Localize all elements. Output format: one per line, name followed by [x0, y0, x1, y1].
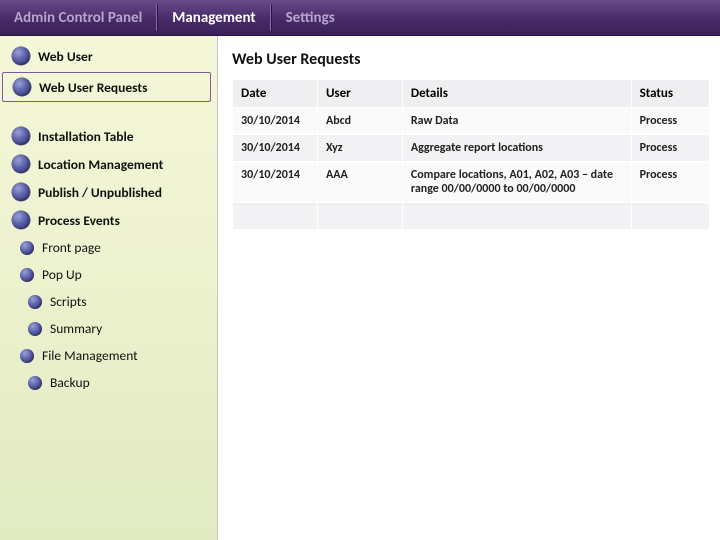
- cell-date: 30/10/2014: [233, 108, 318, 135]
- cell-user: AAA: [317, 162, 402, 203]
- bullet-icon: [12, 155, 30, 173]
- bullet-icon: [12, 47, 30, 65]
- bullet-icon: [12, 183, 30, 201]
- cell-details: Aggregate report locations: [402, 135, 631, 162]
- page-title: Web User Requests: [232, 50, 710, 69]
- cell-user: Abcd: [317, 108, 402, 135]
- sidebar-item-pop-up[interactable]: Pop Up: [0, 261, 217, 288]
- bullet-icon: [13, 78, 31, 96]
- bullet-icon: [28, 322, 42, 336]
- requests-table: Date User Details Status 30/10/2014 Abcd…: [232, 79, 710, 230]
- table-row: 30/10/2014 Abcd Raw Data Process: [233, 108, 710, 135]
- bullet-icon: [20, 241, 34, 255]
- sidebar-item-label: Backup: [50, 374, 90, 391]
- cell-date: 30/10/2014: [233, 162, 318, 203]
- cell-details: Compare locations, A01, A02, A03 – date …: [402, 162, 631, 203]
- topbar-title-settings[interactable]: Settings: [272, 0, 349, 35]
- topbar-title-admin[interactable]: Admin Control Panel: [0, 0, 156, 35]
- table-header-details[interactable]: Details: [402, 80, 631, 108]
- cell-status[interactable]: Process: [631, 135, 709, 162]
- sidebar-item-label: Web User: [38, 48, 93, 65]
- sidebar-item-label: Front page: [42, 239, 101, 256]
- table-header-user[interactable]: User: [317, 80, 402, 108]
- table-row: 30/10/2014 AAA Compare locations, A01, A…: [233, 162, 710, 203]
- content: Web User Requests Date User Details Stat…: [218, 36, 720, 540]
- bullet-icon: [28, 295, 42, 309]
- sidebar-item-label: Web User Requests: [39, 79, 147, 96]
- sidebar-item-process-events[interactable]: Process Events: [0, 206, 217, 234]
- sidebar-item-scripts[interactable]: Scripts: [0, 288, 217, 315]
- bullet-icon: [12, 127, 30, 145]
- cell-status[interactable]: Process: [631, 162, 709, 203]
- sidebar-item-web-user-requests[interactable]: Web User Requests: [2, 72, 211, 102]
- sidebar-item-label: Scripts: [50, 293, 87, 310]
- sidebar-item-label: Summary: [50, 320, 102, 337]
- table-row: 30/10/2014 Xyz Aggregate report location…: [233, 135, 710, 162]
- sidebar-item-installation-table[interactable]: Installation Table: [0, 122, 217, 150]
- sidebar-item-label: Installation Table: [38, 128, 134, 145]
- table-header-date[interactable]: Date: [233, 80, 318, 108]
- sidebar-item-location-management[interactable]: Location Management: [0, 150, 217, 178]
- bullet-icon: [20, 349, 34, 363]
- sidebar-item-label: Publish / Unpublished: [38, 184, 162, 201]
- sidebar-item-label: Location Management: [38, 156, 163, 173]
- bullet-icon: [12, 211, 30, 229]
- sidebar: Web User Web User Requests Installation …: [0, 36, 218, 540]
- sidebar-item-front-page[interactable]: Front page: [0, 234, 217, 261]
- table-row-empty: [233, 203, 710, 230]
- sidebar-item-label: Process Events: [38, 212, 120, 229]
- cell-details: Raw Data: [402, 108, 631, 135]
- table-header-status[interactable]: Status: [631, 80, 709, 108]
- cell-status[interactable]: Process: [631, 108, 709, 135]
- bullet-icon: [20, 268, 34, 282]
- cell-user: Xyz: [317, 135, 402, 162]
- sidebar-item-label: Pop Up: [42, 266, 82, 283]
- topbar: Admin Control Panel Management Settings: [0, 0, 720, 36]
- topbar-title-management[interactable]: Management: [158, 0, 269, 35]
- cell-date: 30/10/2014: [233, 135, 318, 162]
- sidebar-item-file-management[interactable]: File Management: [0, 342, 217, 369]
- sidebar-item-web-user[interactable]: Web User: [0, 42, 217, 70]
- bullet-icon: [28, 376, 42, 390]
- sidebar-item-publish-unpublished[interactable]: Publish / Unpublished: [0, 178, 217, 206]
- sidebar-item-summary[interactable]: Summary: [0, 315, 217, 342]
- sidebar-item-backup[interactable]: Backup: [0, 369, 217, 396]
- sidebar-item-label: File Management: [42, 347, 138, 364]
